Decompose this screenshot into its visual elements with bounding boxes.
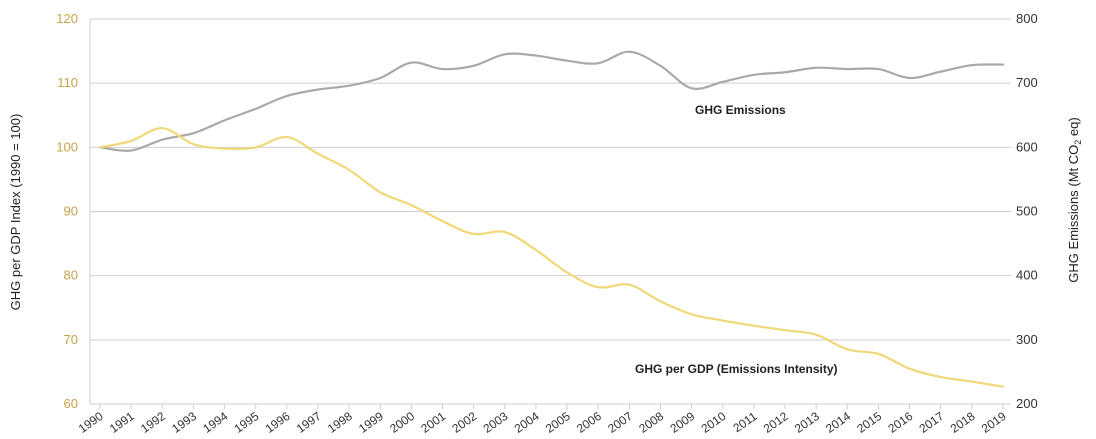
x-tick-label: 2006: [574, 409, 604, 436]
ghg-emissions-line: [98, 50, 1005, 152]
x-tick-label: 1997: [294, 409, 324, 436]
x-tick-label: 2017: [917, 409, 947, 436]
x-tick-label: 2015: [854, 409, 884, 436]
right-axis-ticks: 200 300 400 500 600 700 800: [1016, 11, 1038, 411]
right-tick-label: 700: [1016, 75, 1038, 90]
right-tick-label: 600: [1016, 139, 1038, 154]
annotation-ghg-emissions: GHG Emissions: [695, 103, 786, 117]
left-axis-title: GHG per GDP Index (1990 = 100): [8, 114, 23, 311]
x-tick-label: 2019: [979, 409, 1009, 436]
right-tick-label: 800: [1016, 11, 1038, 26]
x-tick-label: 1996: [263, 409, 293, 436]
right-axis-title-subscript: 2: [1073, 140, 1083, 145]
x-tick-label: 1991: [107, 409, 137, 436]
x-tick-label: 1998: [325, 409, 355, 436]
x-tick-label: 1994: [200, 409, 230, 436]
left-tick-label: 60: [64, 396, 78, 411]
left-tick-label: 90: [64, 204, 78, 219]
x-tick-label: 2005: [543, 409, 573, 436]
x-tick-label: 1995: [232, 409, 262, 436]
x-tick-label: 1999: [356, 409, 386, 436]
x-tick-label: 1992: [138, 409, 168, 436]
left-axis-ticks: 60 70 80 90 100 110 120: [56, 11, 78, 411]
right-axis-title-end: eq): [1066, 117, 1081, 139]
x-tick-label: 2013: [792, 409, 822, 436]
x-tick-label: 2009: [667, 409, 697, 436]
x-tick-label: 2002: [449, 409, 479, 436]
x-tick-label: 1993: [169, 409, 199, 436]
left-tick-label: 100: [56, 139, 78, 154]
right-tick-label: 400: [1016, 268, 1038, 283]
left-tick-label: 120: [56, 11, 78, 26]
right-axis-title: GHG Emissions (Mt CO2 eq): [1066, 117, 1083, 282]
x-tick-label: 2003: [481, 409, 511, 436]
x-tick-label: 2011: [730, 409, 759, 435]
x-axis-ticks: 1990 1991 1992 1993 1994 1995 1996 1997 1998 1999…: [76, 404, 1009, 436]
right-tick-label: 200: [1016, 396, 1038, 411]
right-axis-title-main: GHG Emissions (Mt CO: [1066, 145, 1081, 283]
left-tick-label: 80: [64, 268, 78, 283]
x-tick-label: 2014: [823, 409, 853, 436]
left-tick-label: 110: [57, 75, 78, 90]
series-lines: [98, 50, 1005, 388]
x-tick-label: 2008: [636, 409, 666, 436]
ghg-per-gdp-line: [98, 126, 1005, 388]
right-tick-label: 500: [1016, 204, 1038, 219]
x-tick-label: 2000: [387, 409, 417, 436]
left-tick-label: 70: [64, 332, 78, 347]
x-tick-label: 2010: [699, 409, 729, 436]
x-tick-label: 2001: [418, 409, 448, 436]
annotation-ghg-per-gdp: GHG per GDP (Emissions Intensity): [635, 362, 838, 376]
x-tick-label: 2007: [605, 409, 635, 436]
x-tick-label: 2018: [948, 409, 978, 436]
gridlines: [89, 18, 1011, 405]
right-tick-label: 300: [1016, 332, 1038, 347]
x-tick-label: 1990: [76, 409, 106, 436]
x-tick-label: 2004: [512, 409, 542, 436]
x-tick-label: 2016: [885, 409, 915, 436]
x-tick-label: 2012: [761, 409, 791, 436]
